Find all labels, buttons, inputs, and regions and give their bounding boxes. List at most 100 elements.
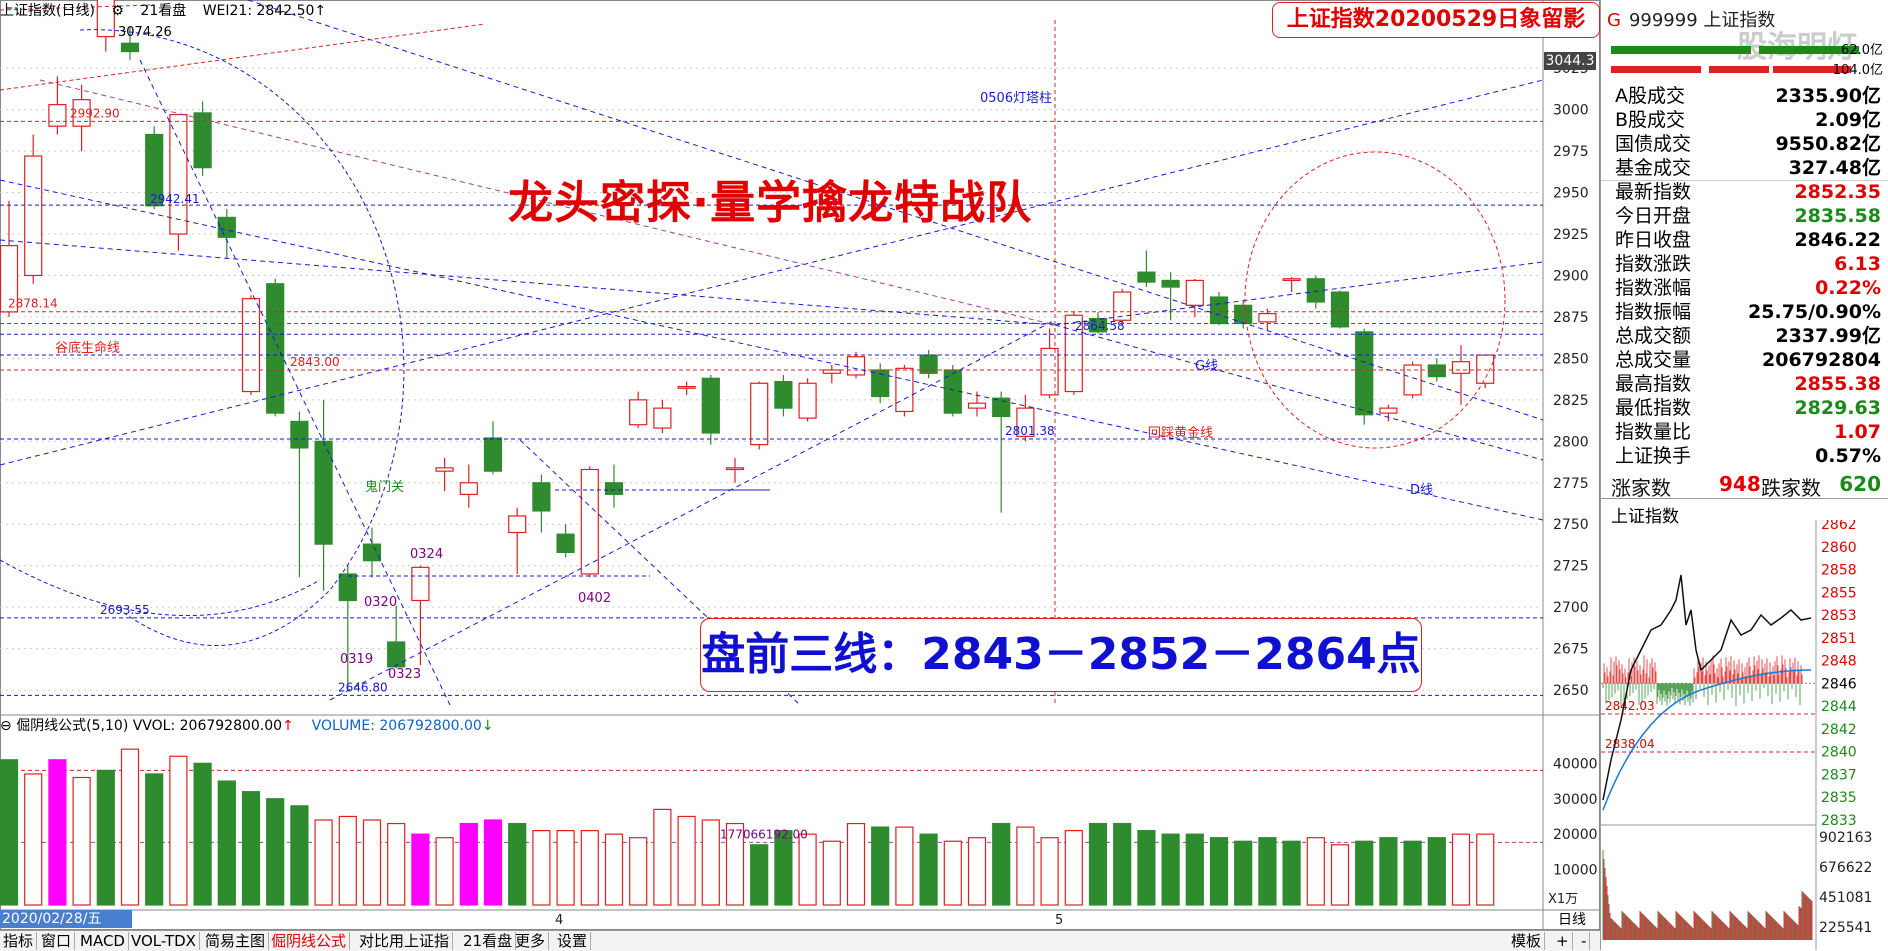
volume-annotation: 177066192.00 — [720, 827, 808, 841]
price-tick-label: 2825 — [1553, 393, 1589, 409]
tab-7[interactable]: 21看盘 — [460, 932, 517, 950]
quote-row-label: 指数涨幅 — [1615, 277, 1692, 299]
price-tick-label: 2900 — [1553, 268, 1589, 284]
annotation-label: 0324 — [410, 547, 443, 562]
price-tick-label: 2950 — [1553, 186, 1589, 202]
trend-line — [39, 79, 1056, 326]
quote-row-value: 6.13 — [1834, 253, 1881, 275]
price-tick-label: 2750 — [1553, 517, 1589, 533]
quote-row-label: 昨日收盘 — [1615, 229, 1692, 251]
quote-row: 总成交额 2337.99亿 — [1601, 324, 1888, 348]
quote-row-label: 总成交额 — [1615, 325, 1692, 347]
main-chart[interactable]: 3025300029752950292529002875285028252800… — [0, 0, 1600, 930]
intraday-chart[interactable]: 2862 2860 2858 2855 2853 2851 2848 2846 2844 2842… — [1601, 520, 1888, 950]
mini-vol-tick: 902163 — [1819, 830, 1872, 846]
quote-row-value: 327.48亿 — [1788, 157, 1881, 179]
quote-row: 最低指数 2829.63 — [1601, 396, 1888, 420]
quote-row-value: 2835.58 — [1794, 205, 1881, 227]
zoom-out-button[interactable]: - — [1578, 932, 1591, 950]
mini-price-tick: 2833 — [1821, 813, 1857, 829]
volume-bar — [314, 819, 333, 906]
mini-price-tick: 2860 — [1821, 540, 1857, 556]
candle-body — [1282, 278, 1301, 282]
quote-row-label: 上证换手 — [1615, 445, 1692, 467]
mini-vol-tick: 451081 — [1819, 890, 1872, 906]
volume-bar — [1427, 837, 1446, 906]
tab-3[interactable]: VOL-TDX — [128, 932, 200, 950]
volume-indicator-title[interactable]: 倔阴线公式(5,10) VVOL: 206792800.00 — [16, 718, 283, 734]
volume-bar — [725, 822, 745, 906]
candle-body — [1451, 361, 1471, 374]
top-value-1: 62.0亿 — [1841, 43, 1883, 58]
candle-body — [1258, 312, 1277, 323]
quote-row-label: 最新指数 — [1615, 181, 1692, 203]
tab-5[interactable]: 倔阴线公式 — [268, 932, 351, 950]
candle-body — [266, 283, 285, 414]
volume-bar — [895, 826, 914, 906]
quote-row-label: 指数涨跌 — [1615, 253, 1692, 275]
date-axis-label: 4 — [555, 913, 563, 928]
volume-bar — [919, 833, 938, 906]
tab-1[interactable]: 窗口 — [38, 932, 76, 950]
volume-bar — [774, 830, 793, 906]
menu-icon[interactable]: ⊖ — [0, 718, 12, 734]
quote-row-value: 206792804 — [1762, 349, 1881, 371]
volume-bar — [992, 822, 1011, 906]
candle-body — [822, 369, 841, 374]
gear-icon[interactable]: ⚙ — [111, 3, 124, 19]
row-divider — [1601, 180, 1888, 181]
quote-row-label: 最高指数 — [1615, 373, 1692, 395]
tab-0[interactable]: 指标 — [0, 932, 38, 950]
volume-bar — [96, 769, 115, 906]
chart-name[interactable]: 上证指数(日线) — [0, 3, 95, 19]
quote-row: 指数涨幅 0.22% — [1601, 276, 1888, 300]
chart-border — [0, 0, 1600, 930]
mini-price-tick: 2862 — [1821, 520, 1857, 533]
intraday-price-line — [1602, 574, 1812, 801]
volume-bar — [532, 830, 551, 906]
dec-label: 跌家数 — [1761, 476, 1821, 500]
price-tick-label: 2775 — [1553, 476, 1589, 492]
quote-row: 上证换手 0.57% — [1601, 444, 1888, 468]
candle-body — [1403, 364, 1422, 396]
candle-body — [1306, 278, 1325, 303]
trend-line — [0, 179, 1544, 521]
volume-bar — [1137, 830, 1156, 906]
tab-4[interactable]: 简易主图 — [202, 932, 270, 950]
candle-body — [120, 42, 140, 53]
template-button[interactable]: 模板 — [1508, 932, 1546, 950]
quote-row: 最新指数 2852.35 — [1601, 180, 1888, 204]
zoom-in-button[interactable]: + — [1553, 932, 1573, 950]
candle-body — [1185, 279, 1204, 306]
volume-bar — [1040, 837, 1059, 906]
adv-value: 948 — [1719, 472, 1761, 496]
quote-row: 基金成交 327.48亿 — [1601, 156, 1888, 180]
heading-title: 龙头密探·量学擒龙特战队 — [508, 176, 1033, 229]
mini-ref-label: 2842.03 — [1605, 699, 1655, 713]
volume-bar — [604, 833, 624, 906]
current-price-tag: 3044.3 — [1544, 52, 1596, 70]
quote-row: 国债成交 9550.82亿 — [1601, 132, 1888, 156]
volume-bar — [1113, 822, 1132, 906]
setting-name[interactable]: 21看盘 — [140, 3, 187, 19]
volume-bar — [508, 822, 527, 906]
quote-row-label: 指数量比 — [1615, 421, 1692, 443]
quote-row-value: 2846.22 — [1794, 229, 1881, 251]
tab-6[interactable]: 对比用上证指 — [356, 932, 454, 950]
mini-chart-title: 上证指数 — [1611, 507, 1679, 527]
candle-body — [72, 99, 91, 127]
quote-row: 指数量比 1.07 — [1601, 420, 1888, 444]
price-tick-label: 2725 — [1553, 559, 1589, 575]
volume-tick-label: 10000 — [1553, 863, 1598, 879]
candle-body — [314, 440, 333, 545]
tab-2[interactable]: MACD — [77, 932, 129, 950]
quote-row: 指数涨跌 6.13 — [1601, 252, 1888, 276]
volume-bar — [145, 773, 164, 906]
candle-body — [750, 382, 769, 446]
price-tick-label: 3000 — [1553, 103, 1589, 119]
tab-8[interactable]: 更多 — [512, 932, 550, 950]
volume-bar — [435, 837, 454, 906]
tab-9[interactable]: 设置 — [554, 932, 592, 950]
quote-header[interactable]: G 999999 上证指数 — [1607, 6, 1775, 32]
annotation-label: 回踩黄金线 — [1148, 425, 1213, 441]
